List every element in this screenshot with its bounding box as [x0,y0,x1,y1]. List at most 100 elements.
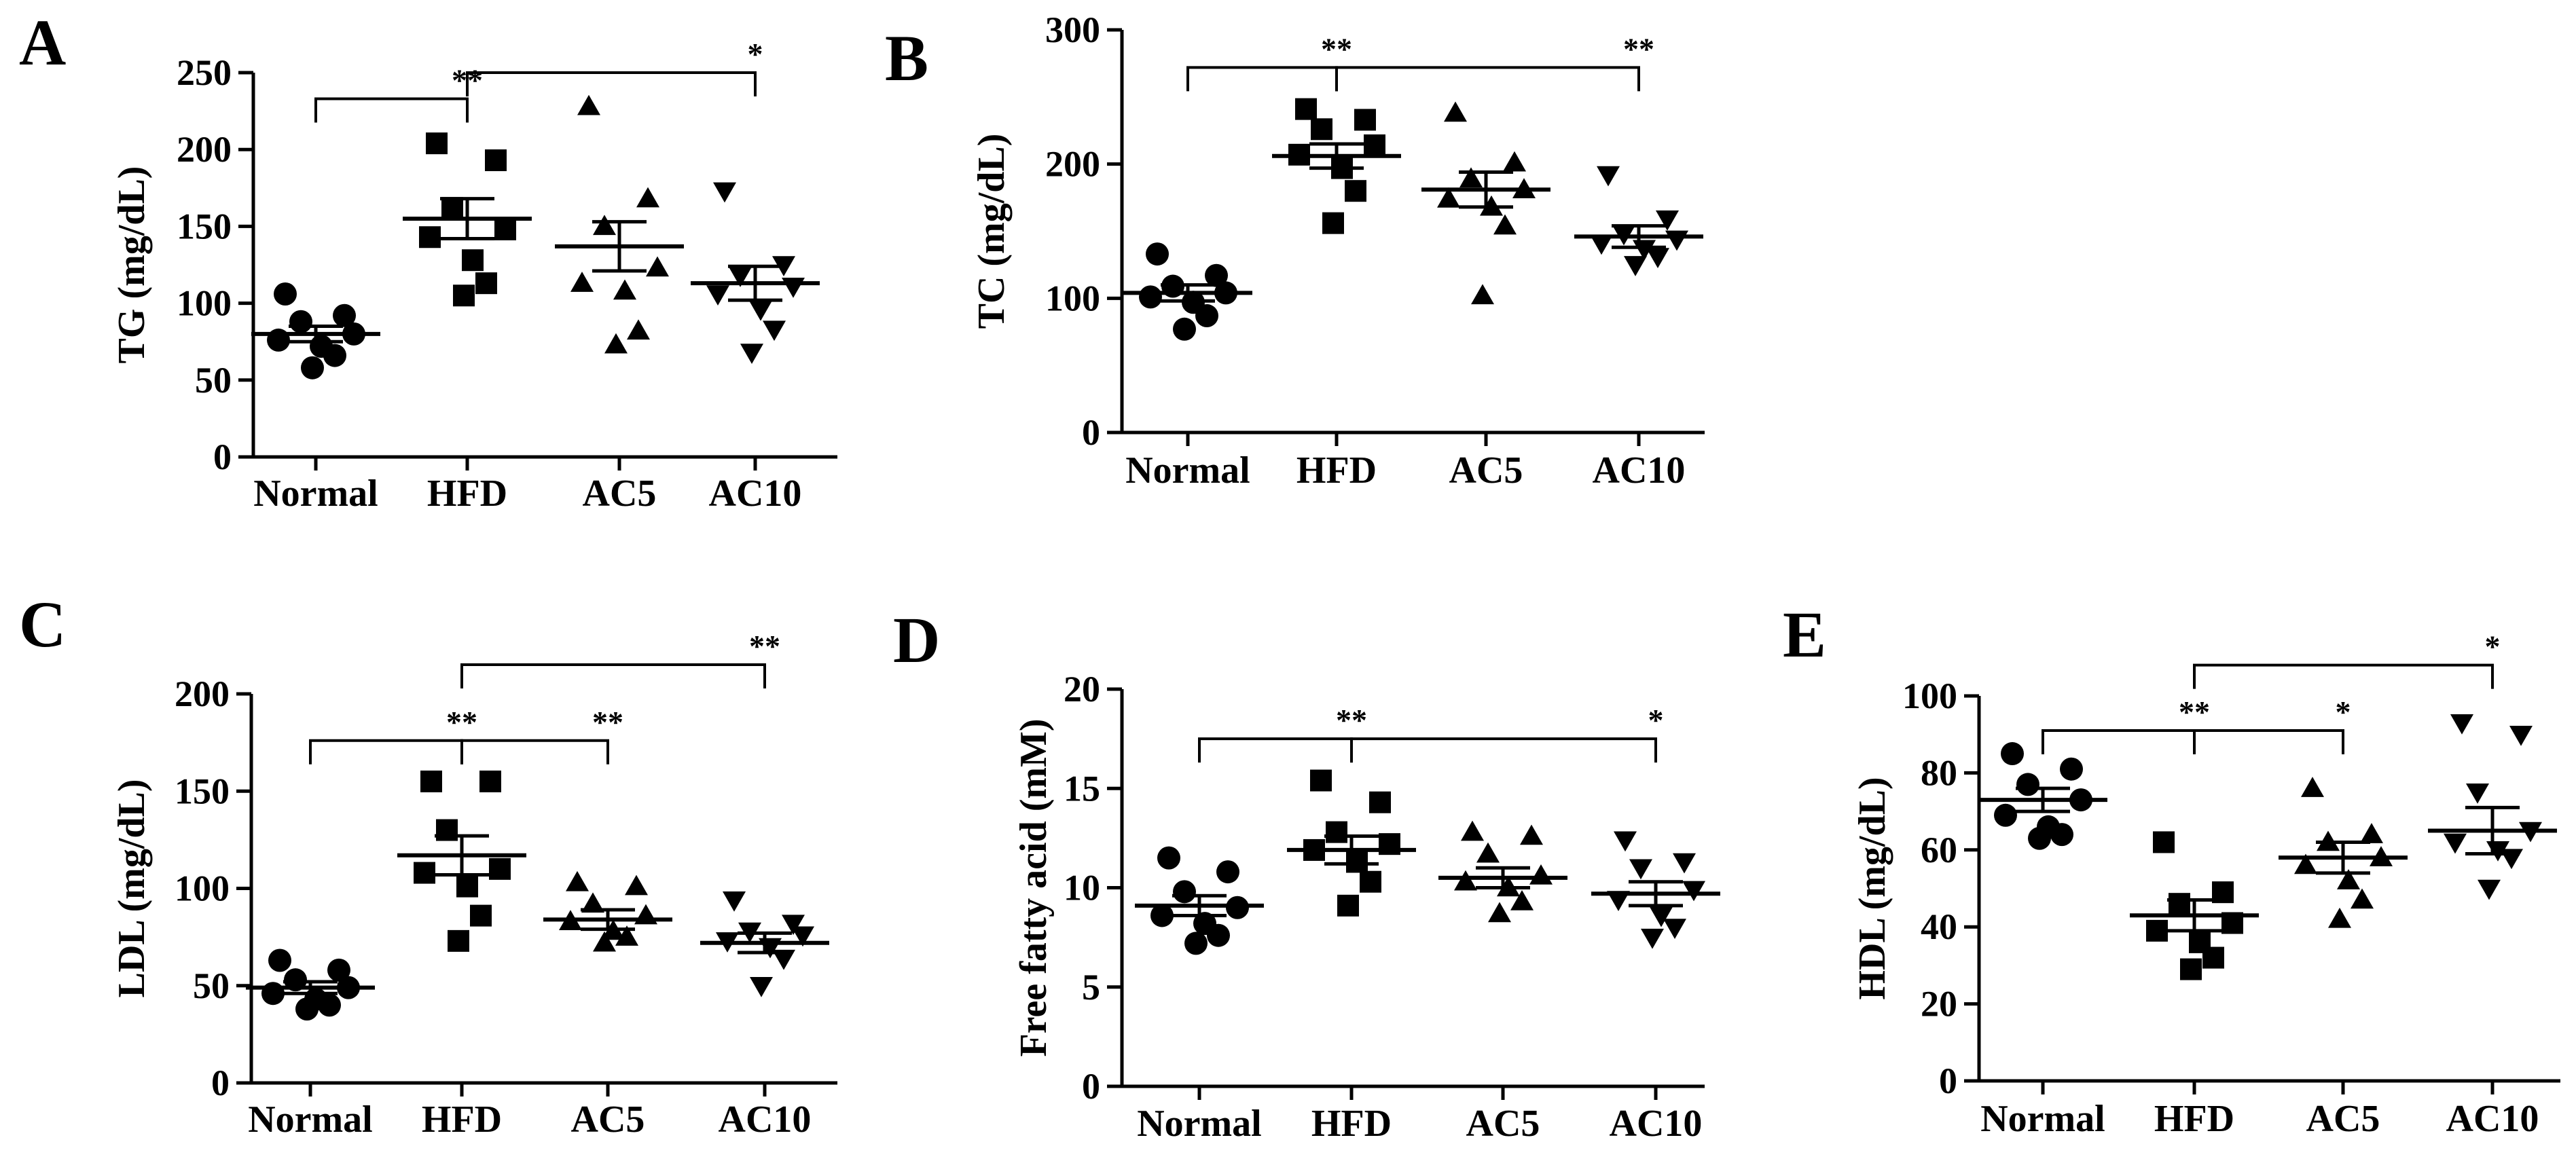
x-tick-label: AC5 [1466,1103,1540,1145]
significance-label: ** [592,705,623,739]
data-point [2001,742,2024,766]
data-point [570,272,594,292]
x-tick-label: HFD [1311,1103,1392,1145]
data-point [456,875,478,898]
data-point [1173,880,1196,904]
x-tick-label: Normal [1125,449,1250,492]
data-point [706,285,729,306]
data-point [2478,879,2501,900]
x-tick-label: AC10 [709,473,802,515]
data-point [1139,285,1162,309]
panel-letter: D [893,604,940,676]
data-point [1311,118,1332,141]
panel-a: A 0 50 100 150 200 250 TG (mg/dL) Normal HFD AC5 AC… [19,6,837,515]
data-point [426,132,448,155]
data-point [420,770,442,792]
x-tick-label: Normal [253,473,378,515]
data-point [1503,151,1526,172]
y-tick-label: 50 [195,360,232,401]
data-point [1326,821,1347,843]
significance-label: * [2336,695,2351,729]
y-tick-label: 200 [177,129,232,170]
data-point [2028,826,2051,850]
data-point [1310,769,1332,792]
y-tick-label: 40 [1921,906,1957,947]
data-point [1663,919,1686,939]
data-point [740,344,763,365]
significance-bracket [2193,663,2494,689]
data-point [791,926,814,947]
x-tick-label: AC10 [719,1099,812,1141]
data-point [1454,870,1477,891]
data-point [729,267,752,287]
data-point [485,149,507,172]
y-tick-label: 200 [175,674,230,714]
y-tick-label: 0 [213,437,232,477]
y-tick-label: 20 [1921,984,1957,1025]
data-point [1488,902,1511,923]
significance-label: * [2485,629,2501,664]
y-tick-label: 80 [1921,752,1957,793]
y-tick-label: 20 [1064,669,1100,710]
data-point [2060,757,2083,781]
data-point [1173,317,1196,341]
y-tick-label: 60 [1921,830,1957,870]
data-point [615,925,638,946]
y-tick-label: 200 [1045,144,1100,185]
data-point [627,319,650,340]
significance-bracket [1335,66,1640,92]
data-point [448,929,469,952]
data-point [566,870,589,891]
data-point [301,356,324,380]
data-point [1345,180,1366,202]
significance-bracket [1350,737,1657,763]
data-point [2444,833,2467,854]
data-point [1360,870,1381,893]
x-tick-label: AC5 [1449,449,1523,492]
data-point [274,282,297,306]
panel-letter: B [885,22,928,94]
data-point [1656,210,1679,231]
data-point [782,915,805,936]
x-tick-label: Normal [248,1099,373,1141]
data-point [1624,256,1647,276]
panel-b: B 0 100 200 300 TC (mg/dL) Normal HFD AC5 AC10 ** *… [885,10,1705,492]
data-point [1437,187,1460,208]
y-tick-label: 150 [175,771,230,811]
data-point [1157,846,1180,870]
significance-label: ** [1321,31,1352,66]
data-point [1597,166,1620,187]
y-axis-label: HDL (mg/dL) [1851,777,1893,999]
data-point [318,993,341,1017]
y-tick-label: 0 [211,1063,230,1103]
x-tick-label: AC5 [2306,1098,2380,1140]
data-point [2050,823,2073,847]
data-point [772,256,795,276]
data-point [593,931,616,952]
y-tick-label: 100 [175,868,230,909]
data-point [414,862,435,884]
data-point [479,770,501,792]
data-point [1673,853,1696,874]
data-point [1461,820,1484,841]
y-tick-label: 100 [1045,278,1100,318]
data-point [1207,923,1230,947]
data-point [1994,803,2017,827]
data-point [646,256,669,277]
data-point [494,218,516,240]
data-point [289,310,312,333]
panel-letter: A [19,6,66,79]
panel-letter: C [19,588,66,661]
data-point [1295,98,1317,120]
data-point [453,284,475,307]
data-point [1369,791,1391,813]
significance-bracket [2193,729,2344,755]
y-tick-label: 250 [177,52,232,93]
data-point [1650,906,1673,927]
data-point [1459,167,1483,188]
data-point [475,272,497,295]
data-point [2351,888,2374,909]
data-point [577,94,600,115]
data-point [1476,842,1500,863]
